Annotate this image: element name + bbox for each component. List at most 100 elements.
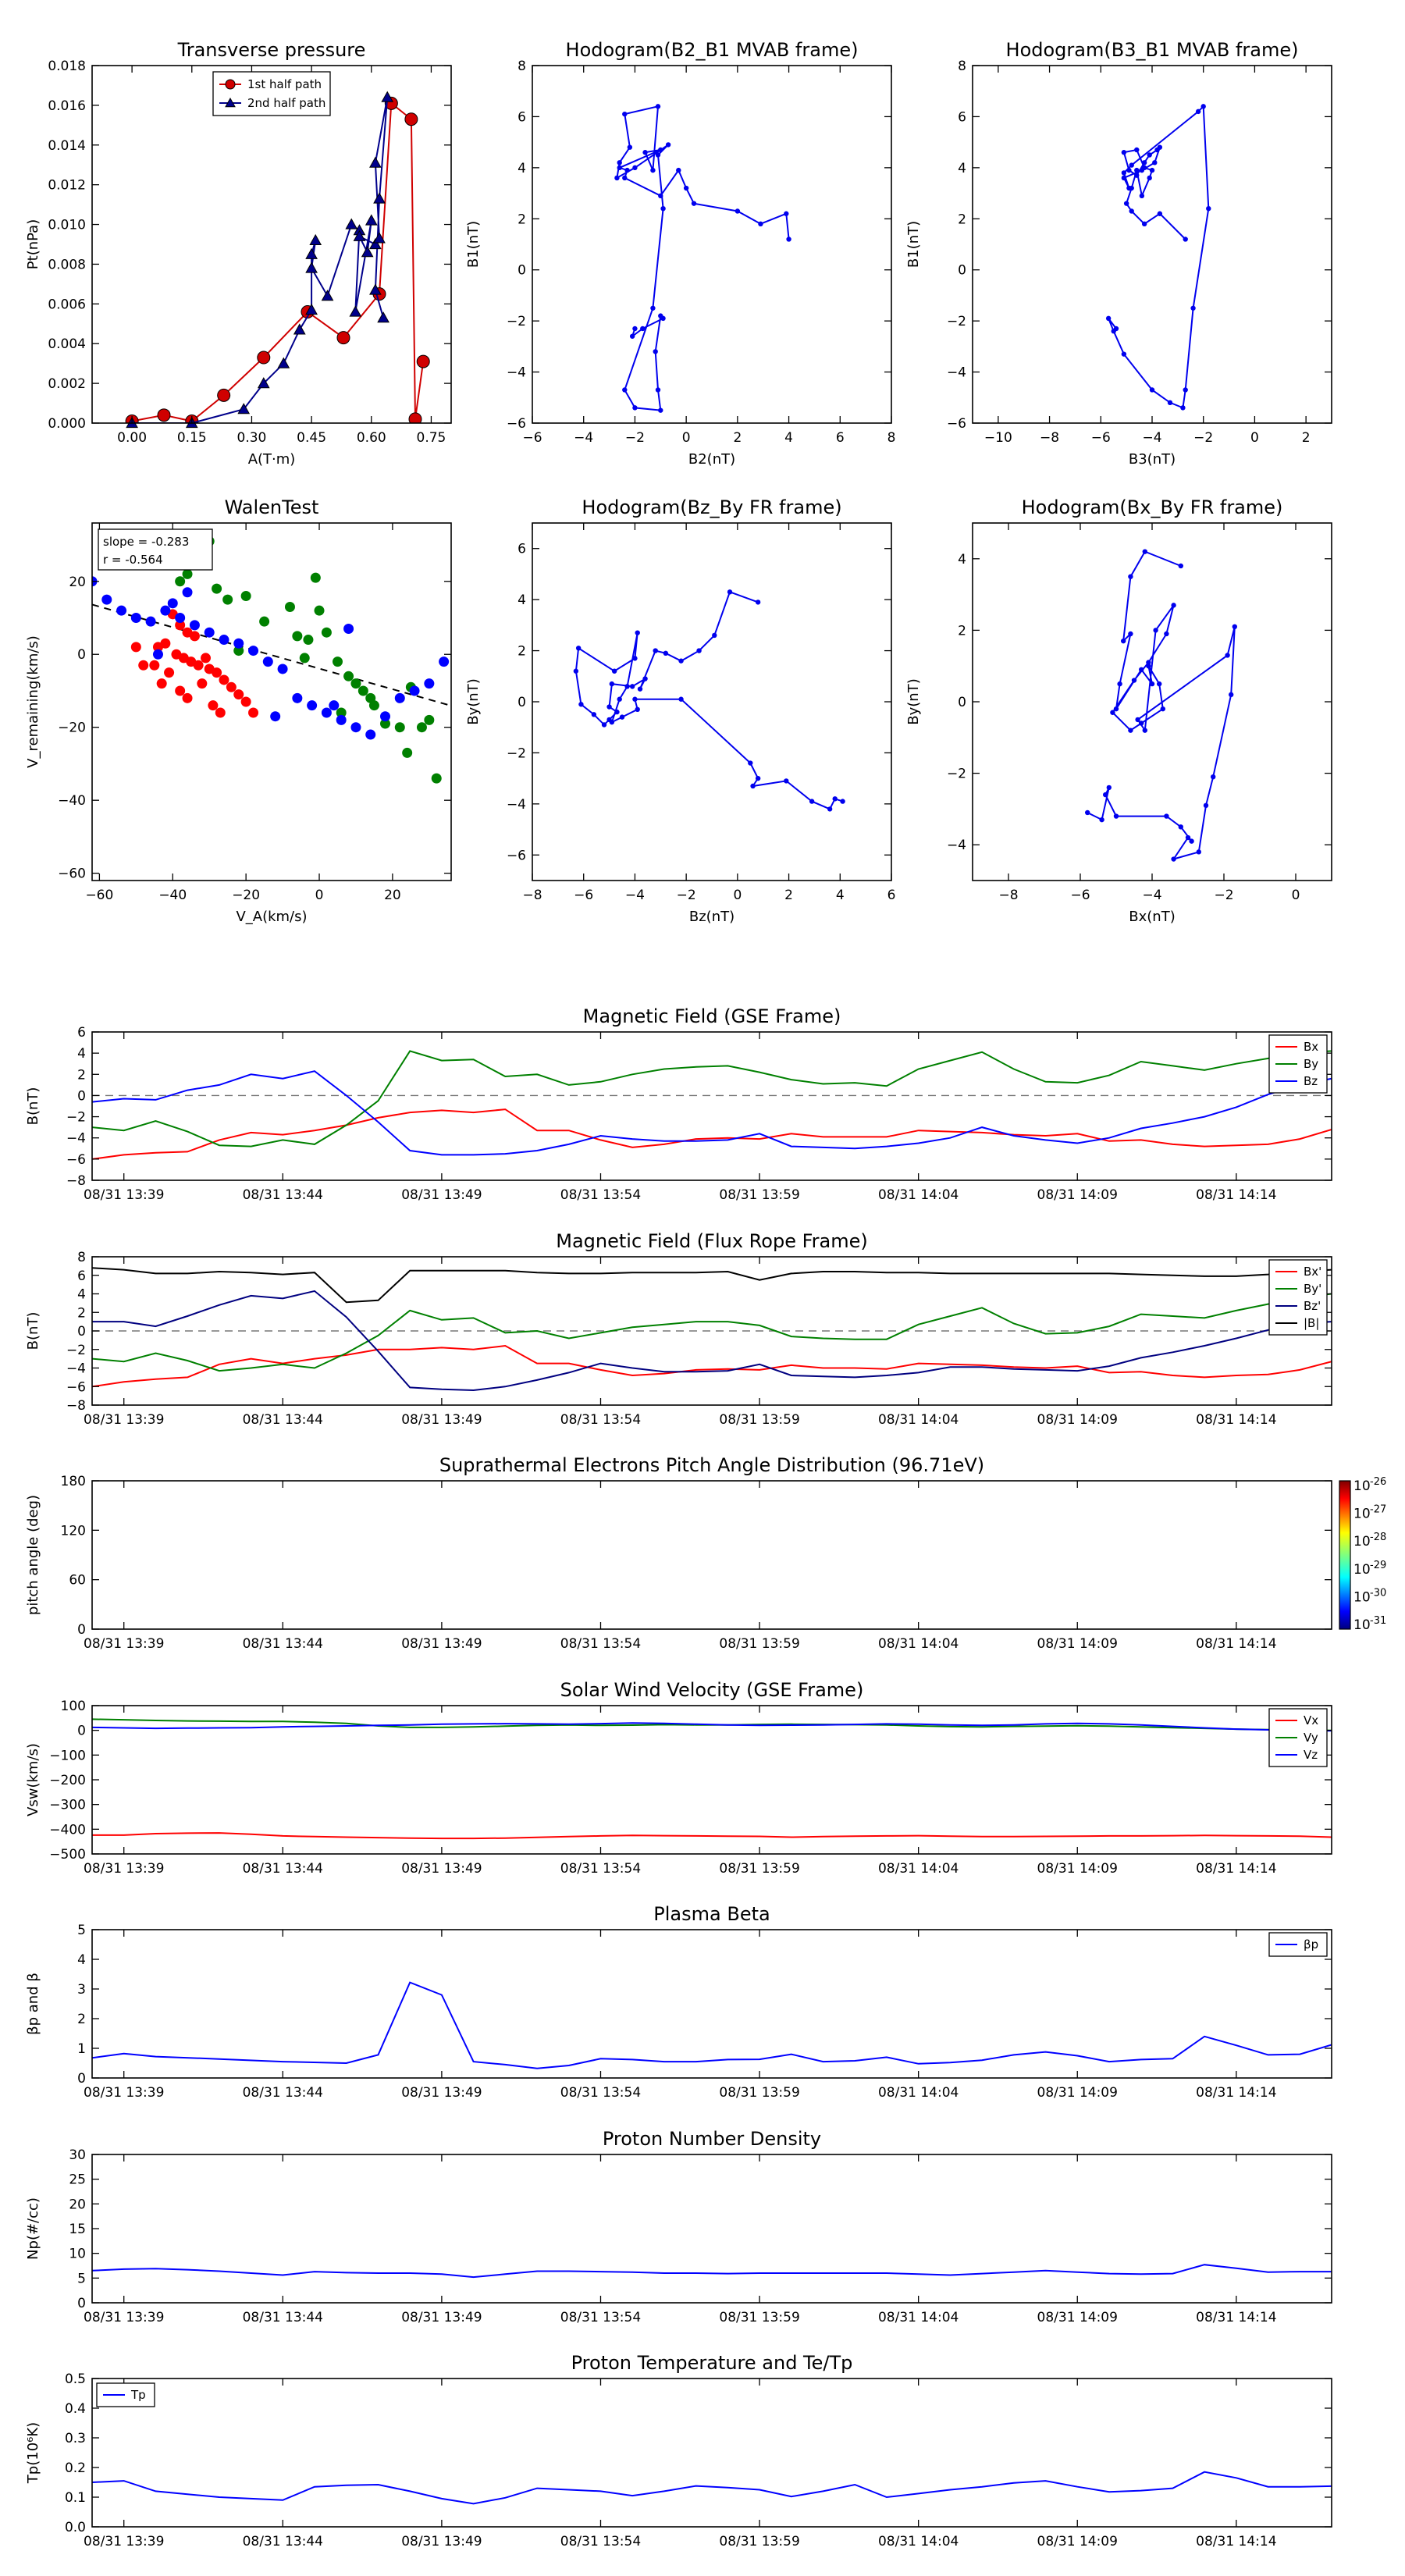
data-point <box>1121 351 1127 357</box>
plot-frame <box>91 65 452 424</box>
data-point <box>167 598 178 609</box>
data-point <box>1146 660 1151 665</box>
time-tick-label: 08/31 14:14 <box>1196 2085 1276 2101</box>
data-point <box>431 773 442 784</box>
legend-label: Vy <box>1304 1731 1318 1745</box>
data-point <box>614 709 620 715</box>
y-axis-label: By(nT) <box>465 678 482 724</box>
y-tick-label: 5 <box>77 1923 86 1938</box>
y-tick-label: 2 <box>77 1067 86 1083</box>
data-point <box>665 142 671 148</box>
time-tick-label: 08/31 14:14 <box>1196 1187 1276 1203</box>
time-tick-label: 08/31 13:44 <box>243 2310 323 2325</box>
legend-label: Bx' <box>1304 1265 1321 1279</box>
data-point <box>1153 628 1158 633</box>
plot-frame <box>532 65 892 424</box>
time-tick-label: 08/31 13:59 <box>719 1861 799 1877</box>
data-point <box>758 221 763 227</box>
x-tick-label: −4 <box>574 430 593 446</box>
data-point <box>373 232 386 244</box>
colorbar-tick-label: 10 <box>1353 1617 1371 1633</box>
time-tick-label: 08/31 13:49 <box>401 1187 482 1203</box>
x-tick-label: 4 <box>836 888 845 903</box>
legend-label: Bz' <box>1304 1299 1321 1313</box>
data-point <box>575 646 582 651</box>
data-point <box>1206 206 1211 212</box>
data-point <box>748 760 753 766</box>
y-tick-label: 8 <box>518 59 526 74</box>
series-line-|B| <box>92 1267 1332 1304</box>
y-tick-label: 0.4 <box>65 2401 86 2417</box>
data-point <box>233 638 244 649</box>
time-tick-label: 08/31 14:09 <box>1037 1412 1118 1428</box>
data-point <box>377 311 389 323</box>
panel-hxy: −4 −2 0 2 4 −8 −6 −4 −2 0 Hodogram(Bx_By FR frame)… <box>905 496 1332 925</box>
panel-tpr: 0.0 0.1 0.2 0.3 0.4 0.5 08/31 13:39 08/31 13:44… <box>25 2352 1332 2549</box>
data-point <box>1085 809 1090 816</box>
data-point <box>193 660 204 671</box>
data-point <box>373 192 386 204</box>
time-tick-label: 08/31 13:54 <box>560 1861 641 1877</box>
panel-swv: −500 −400 −300 −200 −100 0 100 08/31 13:39 08/31… <box>25 1679 1332 1877</box>
y-tick-label: 0.014 <box>48 138 86 154</box>
series-line-Bx <box>92 1108 1332 1160</box>
data-point <box>632 326 638 332</box>
data-point <box>237 403 251 415</box>
time-tick-label: 08/31 13:39 <box>84 1636 164 1652</box>
data-point <box>622 387 628 393</box>
y-tick-label: −6 <box>507 416 526 432</box>
y-tick-label: 4 <box>518 161 526 176</box>
data-point <box>1232 624 1238 630</box>
y-tick-label: 6 <box>77 1268 86 1284</box>
data-point <box>632 696 638 702</box>
x-axis-label: V_A(km/s) <box>236 909 307 925</box>
y-tick-label: 30 <box>69 2147 86 2163</box>
data-point <box>609 681 615 687</box>
data-point <box>1134 147 1140 153</box>
x-axis-label: B3(nT) <box>1129 451 1176 468</box>
data-point <box>1149 681 1155 687</box>
panel-mffr: −8 −6 −4 −2 0 2 4 6 8 08/31 13:39 08/31 13:44 08/31… <box>25 1230 1332 1428</box>
data-point <box>305 303 318 315</box>
data-point <box>655 387 661 393</box>
data-point <box>212 667 222 678</box>
series-line-hodogram <box>574 591 843 810</box>
data-point <box>696 648 702 653</box>
data-point <box>130 613 141 624</box>
y-tick-label: 0 <box>77 1724 86 1739</box>
legend-label: Vz <box>1304 1748 1318 1762</box>
x-axis-label: A(T·m) <box>248 451 296 468</box>
data-point <box>1139 720 1144 726</box>
data-point <box>292 631 303 642</box>
data-point <box>1131 678 1137 683</box>
x-tick-label: 2 <box>733 430 742 446</box>
data-point <box>257 377 270 389</box>
y-tick-label: 2 <box>518 644 526 660</box>
y-tick-label: −6 <box>66 1379 86 1395</box>
data-point <box>408 412 422 423</box>
data-point <box>217 388 231 402</box>
data-point <box>1225 653 1230 658</box>
data-point <box>343 624 354 635</box>
time-tick-label: 08/31 13:44 <box>243 1636 323 1652</box>
x-axis-label: Bx(nT) <box>1129 909 1175 925</box>
data-point <box>1117 681 1122 687</box>
data-point <box>439 656 450 667</box>
x-tick-label: 0.45 <box>297 430 326 446</box>
y-tick-label: 0.004 <box>48 336 86 352</box>
data-point <box>212 583 222 594</box>
data-point <box>182 568 193 579</box>
data-point <box>1139 167 1145 173</box>
y-tick-label: 4 <box>77 1046 86 1062</box>
x-tick-label: −60 <box>85 888 113 903</box>
data-point <box>663 650 669 656</box>
colorbar-tick-exponent: -28 <box>1370 1532 1386 1543</box>
data-point <box>1121 150 1127 155</box>
y-tick-label: 2 <box>518 212 526 227</box>
y-tick-label: 0.0 <box>65 2520 86 2535</box>
x-tick-label: −2 <box>677 888 696 903</box>
y-tick-label: 0.016 <box>48 98 86 114</box>
y-tick-label: 20 <box>69 2197 86 2212</box>
data-point <box>277 357 290 368</box>
data-point <box>189 631 200 642</box>
